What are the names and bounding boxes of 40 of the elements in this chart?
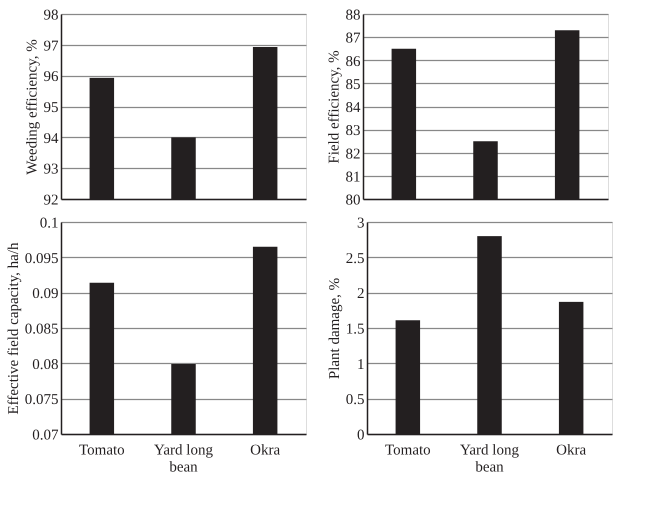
- y-tick-label: 86: [346, 54, 361, 70]
- y-tick-label: 0.5: [346, 392, 364, 408]
- y-tick-label: 82: [346, 146, 360, 162]
- y-tick-label: 0.085: [24, 322, 58, 338]
- y-axis-title: Weeding efficiency, %: [24, 39, 40, 175]
- y-tick-label: 97: [44, 38, 59, 54]
- y-tick-label: 0: [357, 428, 364, 444]
- y-tick-label: 0.1: [40, 216, 58, 232]
- x-tick-label: Tomato: [385, 442, 431, 458]
- y-tick-label: 0.08: [32, 356, 58, 373]
- y-tick-label: 0.09: [32, 286, 58, 302]
- y-tick-label: 1.5: [346, 322, 364, 338]
- y-tick-label: 96: [44, 69, 59, 86]
- x-tick-label: Okra: [556, 442, 586, 458]
- y-tick-label: 93: [44, 162, 58, 178]
- y-axis-title: Plant damage, %: [326, 278, 343, 380]
- y-tick-label: 1: [357, 356, 364, 373]
- y-axis-title: Field efficiency, %: [326, 50, 342, 164]
- x-tick-label: Okra: [250, 442, 280, 458]
- y-axis-title: Effective field capacity, ha/h: [6, 242, 22, 414]
- x-tick-label: Yard long bean: [154, 442, 214, 476]
- y-tick-label: 92: [44, 192, 58, 208]
- y-tick-label: 94: [44, 130, 59, 147]
- y-tick-label: 83: [346, 123, 360, 140]
- y-tick-label: 0.095: [24, 250, 58, 267]
- y-tick-label: 2: [357, 286, 364, 302]
- y-tick-label: 95: [44, 100, 58, 116]
- y-tick-label: 88: [346, 8, 360, 24]
- y-tick-label: 87: [346, 30, 361, 47]
- x-tick-label: Yard long bean: [460, 442, 520, 476]
- x-tick-label: Tomato: [79, 442, 125, 458]
- y-tick-label: 0.075: [24, 392, 58, 408]
- y-tick-label: 80: [346, 192, 360, 208]
- y-tick-label: 2.5: [346, 250, 364, 267]
- y-tick-label: 98: [44, 8, 58, 24]
- y-tick-label: 85: [346, 76, 360, 93]
- y-tick-label: 81: [346, 169, 360, 186]
- y-tick-label: 84: [346, 100, 361, 116]
- y-tick-label: 0.07: [32, 428, 59, 444]
- y-tick-label: 3: [357, 216, 364, 232]
